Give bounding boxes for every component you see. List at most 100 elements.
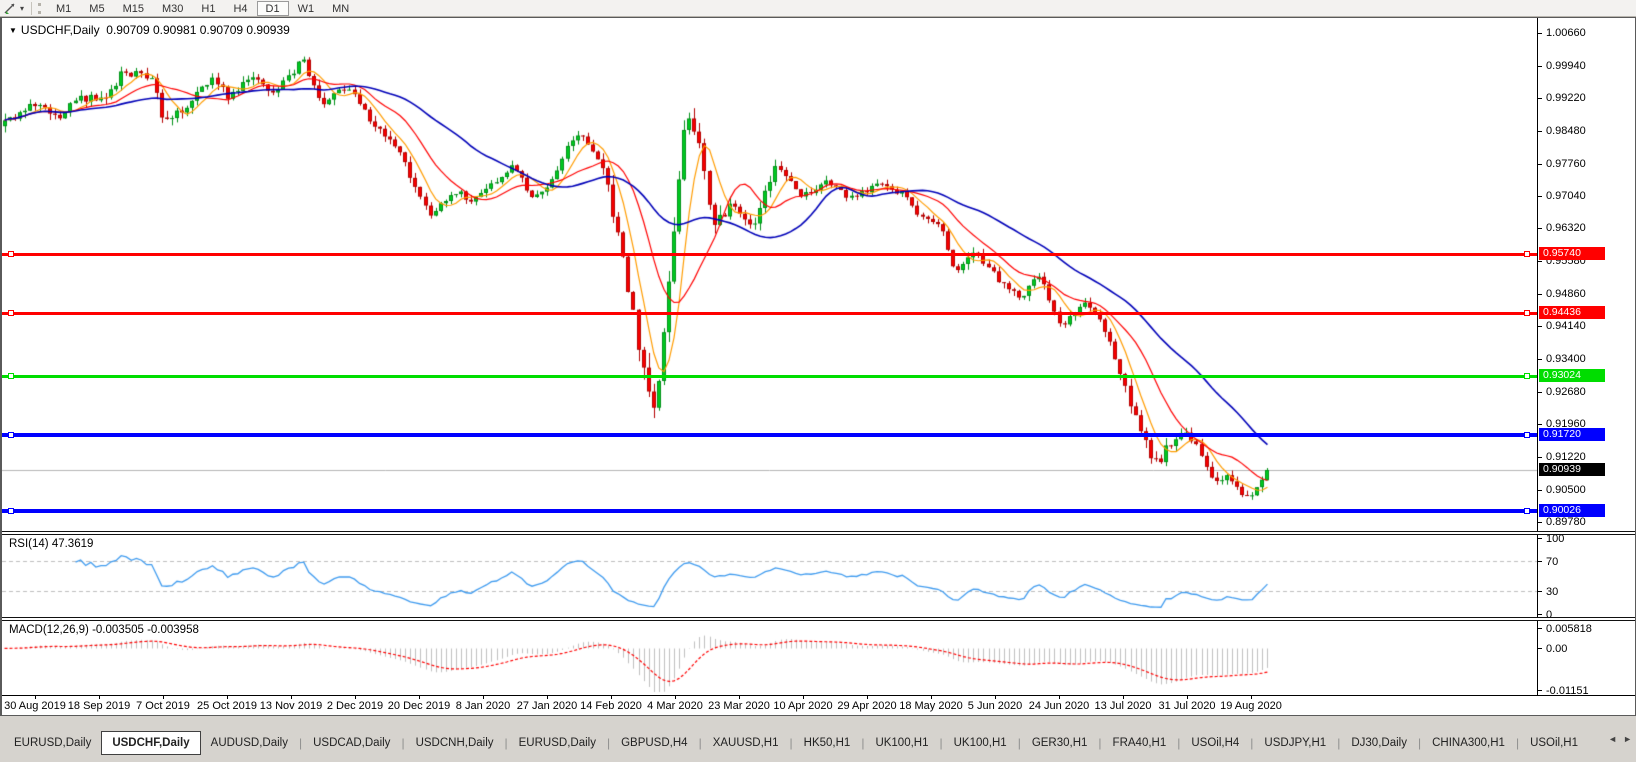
price-tick-label: 0.98480 [1546, 125, 1586, 137]
hline-handle[interactable] [8, 508, 14, 514]
price-tick-label: 0.94140 [1546, 320, 1586, 332]
tab-usoil-h1[interactable]: USOil,H1 [1530, 737, 1579, 749]
date-tick-label: 23 Mar 2020 [708, 700, 770, 712]
price-tick-label: 0.97040 [1546, 190, 1586, 202]
tab-usoil-h4[interactable]: USOil,H4 [1191, 737, 1240, 749]
price-tick-label: 0.93400 [1546, 353, 1586, 365]
timeframe-button-h4[interactable]: H4 [224, 1, 256, 16]
price-tick-mark [1538, 424, 1542, 425]
tab-separator: | [1337, 736, 1341, 750]
date-tick-label: 5 Jun 2020 [967, 700, 1023, 712]
dropdown-caret-icon[interactable]: ▾ [20, 3, 25, 13]
hline-handle[interactable] [1524, 432, 1530, 438]
tab-ger30-h1[interactable]: GER30,H1 [1031, 737, 1088, 749]
hline-handle[interactable] [8, 432, 14, 438]
macd-chart-canvas[interactable] [2, 621, 1537, 695]
timeframe-button-m30[interactable]: M30 [153, 1, 192, 16]
date-tick-mark [611, 696, 612, 699]
tab-usdjpy-h1[interactable]: USDJPY,H1 [1264, 737, 1327, 749]
hline-handle[interactable] [1524, 251, 1530, 257]
tab-xauusd-h1[interactable]: XAUUSD,H1 [712, 737, 779, 749]
price-tick-mark [1538, 131, 1542, 132]
rsi-tick-mark [1538, 614, 1542, 615]
price-tick-mark [1538, 261, 1542, 262]
tab-hk50-h1[interactable]: HK50,H1 [803, 737, 851, 749]
tab-separator: | [1250, 736, 1254, 750]
timeframe-button-m5[interactable]: M5 [80, 1, 113, 16]
timeframe-button-h1[interactable]: H1 [192, 1, 224, 16]
hline-handle[interactable] [8, 373, 14, 379]
macd-indicator-label: MACD(12,26,9) -0.003505 -0.003958 [9, 624, 199, 636]
date-tick-mark [803, 696, 804, 699]
chart-tabs: EURUSD,Daily USDCHF,Daily AUDUSD,Daily | USD… [4, 731, 1590, 755]
hline-0-93024[interactable] [2, 375, 1537, 378]
date-tick-label: 30 Aug 2019 [4, 700, 66, 712]
timeframe-button-w1[interactable]: W1 [289, 1, 324, 16]
tab-usdcad-daily[interactable]: USDCAD,Daily [313, 737, 391, 749]
pane-separator-rsi[interactable] [2, 531, 1635, 535]
hline-handle[interactable] [1524, 508, 1530, 514]
timeframe-button-mn[interactable]: MN [323, 1, 358, 16]
toolbar-grip[interactable] [38, 2, 42, 14]
date-tick-mark [291, 696, 292, 699]
tab-usdchf-daily[interactable]: USDCHF,Daily [101, 731, 201, 755]
hline-0-90026[interactable] [2, 509, 1537, 513]
tab-separator: | [789, 736, 793, 750]
price-tick-mark [1538, 164, 1542, 165]
tab-eurusd-daily[interactable]: EURUSD,Daily [14, 737, 92, 749]
hline-handle[interactable] [8, 251, 14, 257]
rsi-tick-mark [1538, 561, 1542, 562]
hline-handle[interactable] [1524, 373, 1530, 379]
price-chart-canvas[interactable] [2, 18, 1537, 531]
chart-cursor-tool-icon [4, 3, 15, 14]
date-tick-mark [227, 696, 228, 699]
tab-separator: | [1417, 736, 1422, 750]
price-tick-mark [1538, 294, 1542, 295]
price-tick-label: 0.89780 [1546, 516, 1586, 528]
price-tick-label: 0.92680 [1546, 386, 1586, 398]
macd-tick-mark [1538, 690, 1542, 691]
tab-eurusd-daily[interactable]: EURUSD,Daily [518, 737, 596, 749]
hline-0-91720[interactable] [2, 433, 1537, 437]
tab-gbpusd-h4[interactable]: GBPUSD,H4 [621, 737, 688, 749]
chart-cursor-tool-button[interactable]: ▾ [0, 1, 28, 16]
date-tick-label: 2 Dec 2019 [326, 700, 384, 712]
tab-scroll-arrows: ◄ ► [1608, 734, 1632, 744]
date-tick-mark [931, 696, 932, 699]
price-tick-label: 0.96320 [1546, 222, 1586, 234]
price-tick-label: 0.94860 [1546, 288, 1586, 300]
tab-uk100-h1[interactable]: UK100,H1 [875, 737, 929, 749]
hline-handle[interactable] [1524, 310, 1530, 316]
date-tick-label: 13 Jul 2020 [1094, 700, 1152, 712]
timeframe-button-d1[interactable]: D1 [256, 0, 289, 16]
tab-china300-h1[interactable]: CHINA300,H1 [1432, 737, 1505, 749]
timeframe-button-m1[interactable]: M1 [47, 1, 80, 16]
date-tick-label: 29 Apr 2020 [837, 700, 897, 712]
tab-uk100-h1[interactable]: UK100,H1 [953, 737, 1007, 749]
date-tick-mark [355, 696, 356, 699]
tab-fra40-h1[interactable]: FRA40,H1 [1112, 737, 1167, 749]
price-tick-mark [1538, 359, 1542, 360]
rsi-tick-label: 0 [1546, 609, 1553, 621]
date-tick-label: 24 Jun 2020 [1028, 700, 1090, 712]
date-tick-mark [739, 696, 740, 699]
price-tick-label: 0.97760 [1546, 158, 1586, 170]
rsi-tick-label: 70 [1546, 556, 1559, 568]
tabs-scroll-left-icon[interactable]: ◄ [1608, 734, 1618, 744]
chart-dropdown-icon[interactable]: ▼ [9, 26, 17, 35]
hline-0-95740[interactable] [2, 253, 1537, 256]
tab-usdcnh-daily[interactable]: USDCNH,Daily [415, 737, 494, 749]
tab-separator: | [939, 736, 943, 750]
hline-0-94436[interactable] [2, 312, 1537, 315]
tab-audusd-daily[interactable]: AUDUSD,Daily [210, 737, 288, 749]
date-tick-label: 4 Mar 2020 [647, 700, 703, 712]
tab-dj30-daily[interactable]: DJ30,Daily [1351, 737, 1407, 749]
price-level-label-0-95740: 0.95740 [1539, 247, 1605, 260]
rsi-chart-canvas[interactable] [2, 535, 1537, 617]
date-axis[interactable]: 30 Aug 2019 18 Sep 2019 7 Oct 2019 25 Oct 2… [2, 695, 1635, 715]
timeframe-button-m15[interactable]: M15 [114, 1, 153, 16]
tabs-scroll-right-icon[interactable]: ► [1623, 734, 1632, 744]
pane-separator-macd[interactable] [2, 617, 1635, 621]
price-scale[interactable]: 0.95740 0.94436 0.93024 0.91720 0.90939 0.900… [1537, 18, 1635, 697]
hline-handle[interactable] [8, 310, 14, 316]
